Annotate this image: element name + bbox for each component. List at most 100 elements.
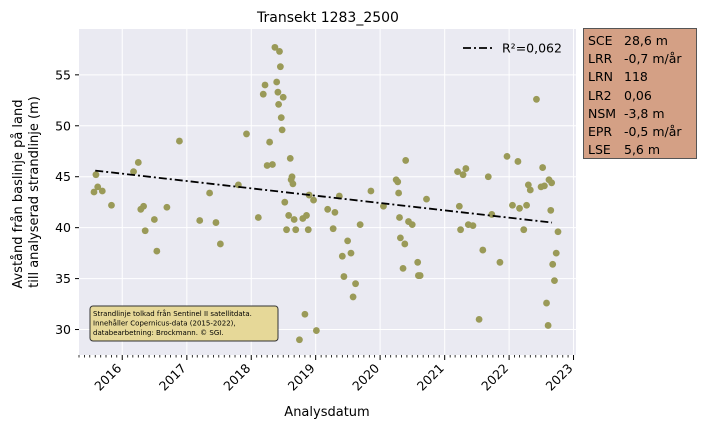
data-point <box>423 195 430 203</box>
data-point <box>134 159 142 166</box>
data-point <box>274 88 282 96</box>
stat-value: 28,6 m <box>624 33 668 48</box>
data-point <box>514 158 522 165</box>
data-point <box>484 173 492 181</box>
data-point <box>347 249 355 257</box>
data-point <box>551 277 558 285</box>
stat-value: 0,06 <box>624 87 652 103</box>
y-axis-label: Avstånd från baslinje på land till analy… <box>11 95 42 288</box>
x-tick-label: 2023 <box>543 361 576 394</box>
data-point <box>176 137 183 145</box>
stat-row-nsm: NSM -3,8 m <box>588 105 692 123</box>
stat-value: -0,5 m/år <box>624 124 682 140</box>
data-point <box>310 196 317 204</box>
data-point <box>243 130 250 138</box>
data-point <box>416 272 424 279</box>
y-tick-label: 35 <box>55 271 71 286</box>
data-point <box>286 154 294 162</box>
data-point <box>543 299 550 307</box>
stat-row-sce: SCE 28,6 m <box>588 32 692 50</box>
stat-key: LRR <box>588 51 613 67</box>
data-point <box>509 201 516 209</box>
data-point <box>401 240 409 248</box>
data-point <box>216 240 224 248</box>
stat-key: EPR <box>588 124 613 140</box>
data-point <box>352 280 359 288</box>
y-tick-label: 45 <box>55 169 71 184</box>
data-point <box>455 202 463 210</box>
data-point <box>98 187 106 195</box>
data-point <box>281 198 289 206</box>
data-point <box>496 258 504 266</box>
data-point <box>275 100 283 108</box>
annotation-line: databearbetning: Brockmann. © SGI. <box>93 329 224 337</box>
data-point <box>462 165 470 172</box>
data-point <box>285 212 293 219</box>
data-point <box>290 216 298 223</box>
data-point <box>212 219 220 226</box>
data-point <box>554 228 562 236</box>
data-point <box>261 81 269 89</box>
annotation-line: Strandlinje tolkad från Sentinel II sate… <box>93 309 252 318</box>
data-point <box>278 126 286 134</box>
data-point <box>402 157 410 164</box>
data-point <box>399 265 407 272</box>
data-point <box>301 310 309 318</box>
data-point <box>520 226 528 234</box>
data-point <box>150 216 158 223</box>
y-tick-label: 30 <box>55 322 71 337</box>
data-point <box>533 95 540 103</box>
data-point <box>108 201 115 209</box>
y-tick-label: 50 <box>55 118 71 133</box>
data-point <box>523 201 530 209</box>
stat-value: 5,6 m <box>624 142 661 158</box>
data-point <box>356 221 364 229</box>
data-point <box>266 138 274 146</box>
data-point <box>277 114 285 122</box>
stat-key: NSM <box>588 105 617 121</box>
x-tick-label: 2016 <box>91 360 124 393</box>
data-point <box>331 208 339 216</box>
data-point <box>549 260 557 268</box>
data-point <box>263 162 271 169</box>
trend-line <box>95 169 553 224</box>
y-axis-label-line-1: Avstånd från baslinje på land <box>11 99 26 288</box>
annotation-text: Strandlinje tolkad från Sentinel II sate… <box>93 309 252 337</box>
data-point <box>414 258 422 266</box>
x-axis-label: Analysdatum <box>284 405 369 420</box>
data-point <box>90 188 98 196</box>
data-points <box>90 43 562 344</box>
data-point <box>289 180 297 188</box>
x-tick-label: 2017 <box>156 361 189 394</box>
data-point <box>552 249 560 257</box>
data-point <box>475 315 483 323</box>
stat-row-epr: EPR -0,5 m/år <box>588 123 692 141</box>
data-point <box>479 246 487 254</box>
stat-row-lrr: LRR -0,7 m/år <box>588 50 692 68</box>
data-point <box>344 237 352 245</box>
data-point <box>141 227 149 235</box>
legend-label: R²=0,062 <box>502 41 562 56</box>
data-point <box>516 204 523 212</box>
data-point <box>271 43 279 51</box>
x-tick-label: 2019 <box>285 360 318 393</box>
stat-row-lr2: LR2 0,06 <box>588 87 692 105</box>
stat-row-lse: LSE 5,6 m <box>588 141 692 159</box>
data-point <box>312 327 320 334</box>
data-point <box>259 90 267 98</box>
data-point <box>349 293 357 301</box>
data-point <box>140 202 147 210</box>
data-point <box>329 225 337 233</box>
data-point <box>526 186 534 194</box>
data-point <box>292 226 300 234</box>
stat-key: LR2 <box>588 87 612 103</box>
data-point <box>395 189 403 197</box>
data-point <box>130 168 137 176</box>
data-point <box>544 322 552 329</box>
stat-key: LSE <box>588 142 611 158</box>
data-point <box>206 189 214 197</box>
data-point <box>396 214 403 221</box>
data-point <box>163 203 171 211</box>
data-point <box>296 336 303 344</box>
